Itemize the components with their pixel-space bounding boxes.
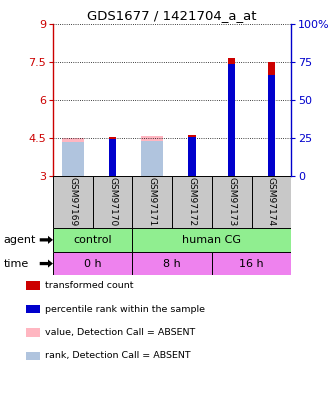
Text: GSM97171: GSM97171 <box>148 177 157 226</box>
Bar <box>132 176 172 228</box>
Bar <box>212 176 252 228</box>
Bar <box>212 252 291 275</box>
Bar <box>228 58 235 176</box>
Text: time: time <box>3 258 28 269</box>
Text: agent: agent <box>3 235 36 245</box>
Bar <box>268 62 275 176</box>
Text: 8 h: 8 h <box>163 258 181 269</box>
Text: GSM97170: GSM97170 <box>108 177 117 226</box>
Bar <box>228 64 235 176</box>
Text: GSM97173: GSM97173 <box>227 177 236 226</box>
Bar <box>132 252 212 275</box>
Bar <box>268 75 275 176</box>
Bar <box>109 139 116 176</box>
Text: GSM97174: GSM97174 <box>267 177 276 226</box>
Text: rank, Detection Call = ABSENT: rank, Detection Call = ABSENT <box>45 352 190 360</box>
Text: GSM97172: GSM97172 <box>187 177 197 226</box>
Text: human CG: human CG <box>182 235 241 245</box>
Text: transformed count: transformed count <box>45 281 133 290</box>
Text: GSM97169: GSM97169 <box>68 177 77 226</box>
Bar <box>188 137 196 176</box>
Bar <box>53 252 132 275</box>
Bar <box>141 141 163 176</box>
Text: control: control <box>73 235 112 245</box>
Bar <box>252 176 291 228</box>
Text: 16 h: 16 h <box>239 258 264 269</box>
Bar <box>53 176 93 228</box>
Text: value, Detection Call = ABSENT: value, Detection Call = ABSENT <box>45 328 195 337</box>
Bar <box>93 176 132 228</box>
Bar <box>109 137 116 176</box>
Bar <box>62 138 84 176</box>
Bar <box>172 176 212 228</box>
Text: percentile rank within the sample: percentile rank within the sample <box>45 305 205 313</box>
Title: GDS1677 / 1421704_a_at: GDS1677 / 1421704_a_at <box>87 9 257 22</box>
Text: 0 h: 0 h <box>84 258 102 269</box>
Bar <box>53 228 132 252</box>
Bar <box>141 136 163 176</box>
Bar <box>188 135 196 176</box>
Bar <box>132 228 291 252</box>
Bar <box>62 142 84 176</box>
